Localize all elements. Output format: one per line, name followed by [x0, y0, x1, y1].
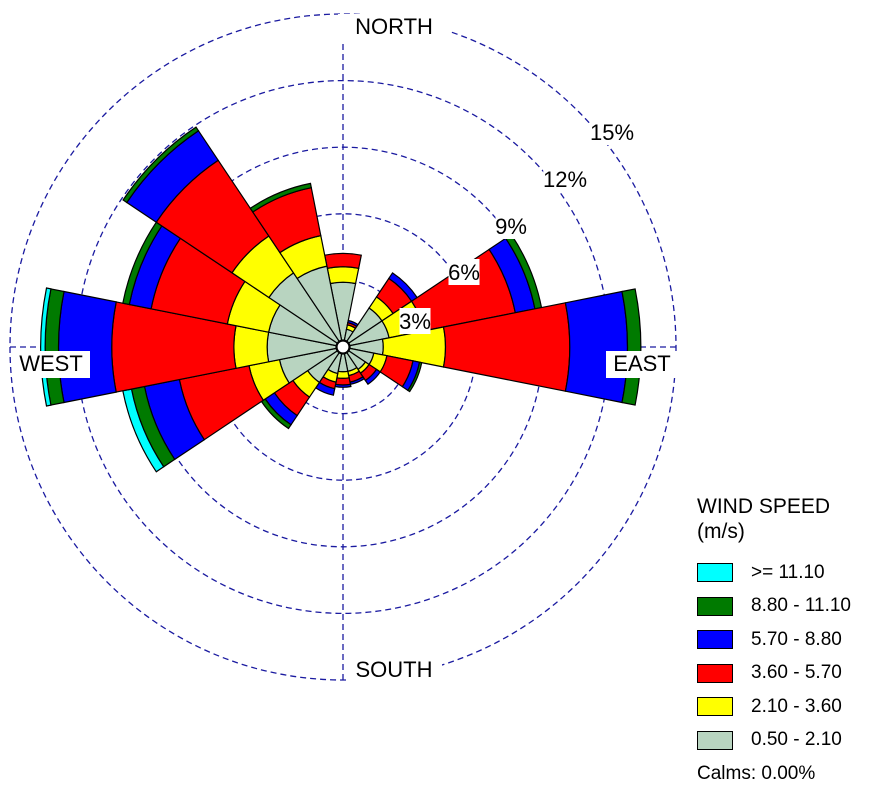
legend-label: 5.70 - 8.80 — [751, 628, 842, 650]
legend-label: 3.60 - 5.70 — [751, 662, 842, 684]
wedge-w-bin-1 — [233, 324, 270, 370]
ring-label-bg-2 — [495, 213, 527, 239]
ring-label-bg-3 — [543, 166, 587, 192]
wedge-s-bin-1 — [336, 370, 350, 379]
ring-label-bg-4 — [590, 119, 634, 145]
compass-label-bg-east — [606, 351, 678, 378]
wedge-nnw-bin-4 — [249, 182, 312, 213]
wedge-s-bin-2 — [334, 377, 352, 386]
legend-label: 0.50 - 2.10 — [751, 729, 842, 751]
ring-label-3: 12% — [543, 167, 587, 192]
ring-label-4: 15% — [590, 120, 634, 145]
wedge-se-bin-3 — [364, 368, 382, 386]
calms-label: Calms: 0.00% — [697, 763, 816, 784]
legend-swatch — [697, 563, 733, 583]
legend-label: 8.80 - 11.10 — [751, 595, 852, 617]
legend-label: >= 11.10 — [751, 561, 825, 583]
legend-swatch — [697, 697, 733, 717]
legend: WIND SPEED (m/s) >= 11.10 8.80 - 11.10 5.7… — [697, 494, 873, 785]
legend-item: 8.80 - 11.10 — [697, 590, 873, 624]
wedge-n-bin-1 — [326, 266, 360, 285]
legend-item: 2.10 - 3.60 — [697, 690, 873, 724]
ring-label-2: 9% — [495, 214, 527, 239]
legend-label: 2.10 - 3.60 — [751, 695, 842, 717]
legend-item: 5.70 - 8.80 — [697, 623, 873, 657]
wedge-w-bin-3 — [57, 290, 117, 404]
compass-label-east: EAST — [613, 351, 670, 376]
compass-label-south: SOUTH — [356, 657, 433, 682]
wind-rose-chart: 3% 6% 9% 12%15% NORTH SOUTH EAST WEST — [9, 13, 678, 684]
legend-list: >= 11.10 8.80 - 11.10 5.70 - 8.80 3.60 - 5.… — [697, 556, 873, 757]
wedge-e-bin-3 — [564, 290, 629, 404]
ring-label-bg-0 — [399, 308, 431, 334]
legend-item: 0.50 - 2.10 — [697, 724, 873, 758]
legend-title-line1: WIND SPEED — [697, 495, 831, 518]
compass-label-bg-north — [338, 14, 450, 41]
compass-label-bg-west — [12, 351, 90, 378]
wedge-s-bin-3 — [334, 383, 352, 388]
legend-swatch — [697, 730, 733, 750]
compass-label-west: WEST — [19, 351, 83, 376]
wedge-nw-bin-4 — [122, 126, 200, 204]
center-hub — [336, 340, 350, 354]
ring-label-0: 3% — [399, 309, 431, 334]
legend-item: >= 11.10 — [697, 556, 873, 590]
ring-label-1: 6% — [448, 260, 480, 285]
wedge-ese-bin-4 — [407, 361, 423, 393]
compass-label-bg-south — [346, 657, 442, 684]
legend-title-line2: (m/s) — [697, 520, 745, 543]
wedge-n-bin-2 — [323, 252, 363, 270]
ring-label-bg-1 — [448, 259, 480, 285]
legend-swatch — [697, 596, 733, 616]
legend-swatch — [697, 663, 733, 683]
legend-swatch — [697, 630, 733, 650]
legend-item: 3.60 - 5.70 — [697, 657, 873, 691]
compass-label-north: NORTH — [355, 14, 433, 39]
